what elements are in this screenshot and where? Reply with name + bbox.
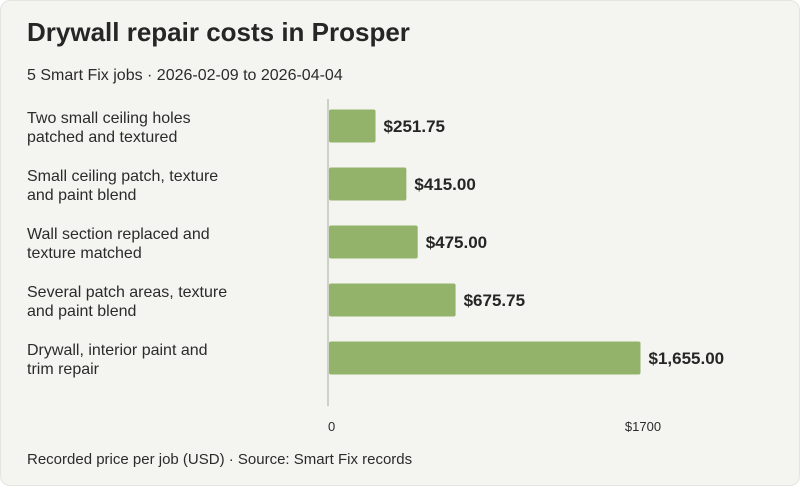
chart-title: Drywall repair costs in Prosper <box>27 17 410 47</box>
category-label: Wall section replaced and texture matched <box>27 226 210 262</box>
category-label: Drywall, interior paint and trim repair <box>27 342 208 378</box>
chart-footer: Recorded price per job (USD) · Source: S… <box>27 451 413 468</box>
category-label: Two small ceiling holes patched and textu… <box>27 110 191 146</box>
x-tick-label: $1700 <box>625 419 661 434</box>
chart-subtitle: 5 Smart Fix jobs · 2026-02-09 to 2026-04… <box>27 67 343 84</box>
category-label: Small ceiling patch, texture and paint bl… <box>27 168 218 204</box>
bar <box>329 167 407 201</box>
category-label: Several patch areas, texture and paint bl… <box>27 284 227 320</box>
data-label: $675.75 <box>464 291 525 310</box>
bar <box>329 341 641 375</box>
data-label: $1,655.00 <box>649 349 725 368</box>
data-label: $251.75 <box>384 117 445 136</box>
data-label: $475.00 <box>426 233 487 252</box>
x-tick-label: 0 <box>328 419 335 434</box>
bar <box>329 283 456 317</box>
bar <box>329 109 376 143</box>
data-label: $415.00 <box>414 175 475 194</box>
bar <box>329 225 418 259</box>
